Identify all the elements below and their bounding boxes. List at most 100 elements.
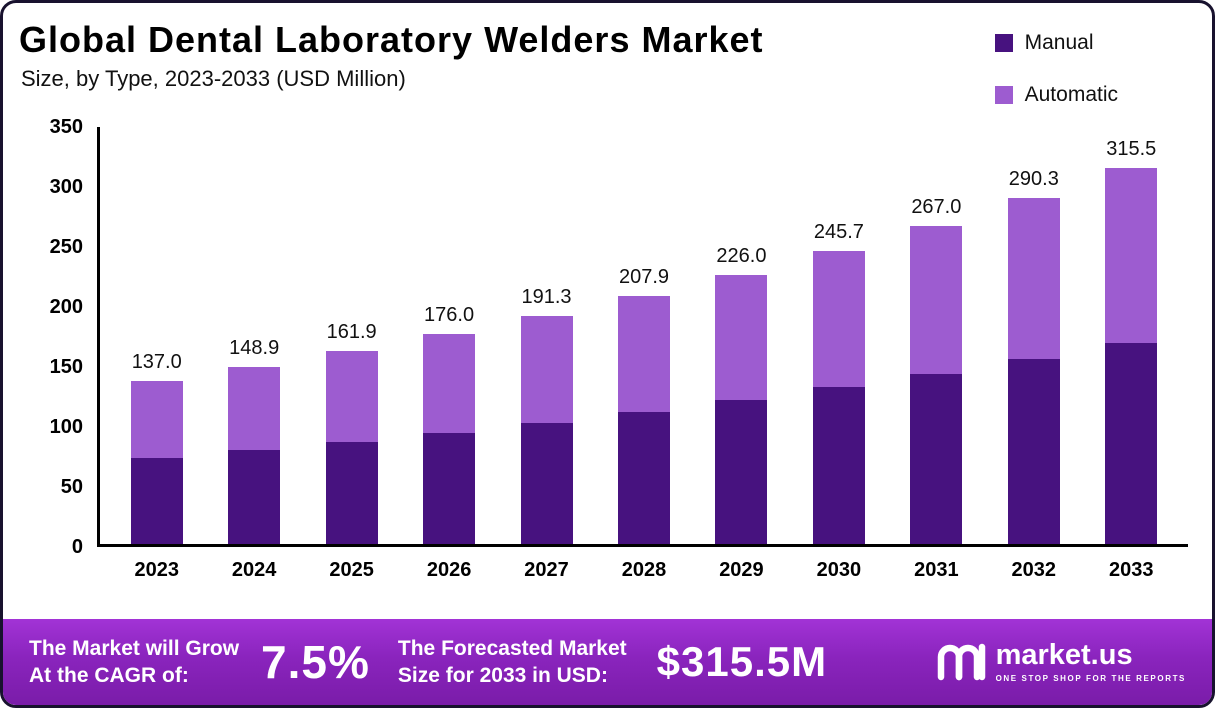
- x-tick-label: 2023: [134, 559, 179, 581]
- bar-segment-automatic: [423, 334, 476, 434]
- bar-segment-manual: [617, 412, 670, 544]
- x-tick-label: 2028: [621, 559, 667, 581]
- bar-segment-manual: [423, 433, 476, 544]
- legend-swatch-automatic-icon: [994, 86, 1013, 104]
- bar-group[interactable]: 161.9: [303, 127, 400, 544]
- chart-subtitle: Size, by Type, 2023-2033 (USD Million): [21, 66, 406, 92]
- x-tick-label: 2031: [914, 559, 959, 581]
- bar-group[interactable]: 207.9: [595, 127, 692, 544]
- bar-group[interactable]: 315.5: [1083, 127, 1180, 544]
- bar-segment-automatic: [1105, 168, 1158, 344]
- chart-title: Global Dental Laboratory Welders Market: [19, 19, 764, 60]
- y-tick-label: 150: [49, 356, 83, 378]
- bar-segment-automatic: [520, 316, 573, 424]
- bar-total-label: 290.3: [1008, 168, 1059, 191]
- bar-total-label: 226.0: [716, 244, 767, 267]
- bar-total-label: 161.9: [326, 321, 377, 344]
- bar-stack: [1105, 168, 1158, 544]
- x-tick-label: 2027: [524, 559, 569, 581]
- bar-group[interactable]: 137.0: [108, 127, 205, 544]
- bar-group[interactable]: 245.7: [790, 127, 887, 544]
- forecast-label-line1: The Forecasted Market: [397, 636, 627, 660]
- title-block: Global Dental Laboratory Welders Market …: [19, 19, 764, 92]
- plot-area: 137.0 148.9 161.9 176.0 191.3 207.9 226.0 245.7…: [97, 127, 1188, 547]
- bar-stack: [910, 225, 963, 544]
- logo-tagline: ONE STOP SHOP FOR THE REPORTS: [995, 674, 1186, 683]
- bar-segment-automatic: [910, 225, 963, 374]
- logo-text: market.us: [995, 639, 1133, 671]
- bar-stack: [325, 351, 378, 544]
- bar-total-label: 245.7: [813, 221, 864, 244]
- bar-group[interactable]: 176.0: [400, 127, 497, 544]
- bar-stack: [130, 380, 183, 544]
- bar-total-label: 207.9: [618, 266, 670, 289]
- market-us-logo-icon: [937, 643, 985, 681]
- bar-group[interactable]: 267.0: [888, 127, 985, 544]
- bar-segment-manual: [1105, 343, 1158, 544]
- legend-item-manual[interactable]: Manual: [994, 31, 1118, 55]
- legend-label-automatic: Automatic: [1024, 83, 1118, 106]
- bar-stack: [715, 274, 768, 544]
- bar-segment-manual: [1007, 359, 1060, 544]
- bar-stack: [1007, 198, 1060, 544]
- legend-item-automatic[interactable]: Automatic: [994, 83, 1118, 107]
- y-tick-label: 100: [49, 416, 83, 438]
- bar-segment-manual: [715, 400, 768, 544]
- cagr-label: The Market will Grow At the CAGR of:: [29, 635, 239, 690]
- bar-total-label: 267.0: [911, 195, 962, 218]
- legend-label-manual: Manual: [1024, 31, 1094, 54]
- logo-text-block: market.us ONE STOP SHOP FOR THE REPORTS: [995, 639, 1186, 684]
- bar-group[interactable]: 226.0: [693, 127, 790, 544]
- bar-total-label: 176.0: [424, 304, 475, 327]
- cagr-value: 7.5%: [261, 636, 370, 688]
- bar-segment-manual: [910, 373, 963, 544]
- y-tick-label: 200: [49, 296, 83, 318]
- x-tick-label: 2026: [426, 559, 472, 581]
- x-axis-labels: 2023 2024 2025 2026 2027 2028 2029 2030 2031 2032…: [100, 547, 1188, 582]
- bar-segment-manual: [520, 423, 573, 544]
- x-tick-label: 2033: [1109, 559, 1154, 581]
- bar-segment-manual: [325, 442, 378, 544]
- bar-segment-automatic: [325, 351, 378, 443]
- forecast-label-line2: Size for 2033 in USD:: [397, 664, 608, 687]
- y-tick-label: 0: [71, 536, 83, 558]
- y-tick-label: 50: [60, 476, 83, 498]
- y-tick-label: 250: [49, 236, 83, 258]
- bar-total-label: 191.3: [521, 286, 572, 309]
- bar-segment-automatic: [715, 274, 768, 401]
- bar-stack: [423, 334, 476, 544]
- legend-swatch-manual-icon: [994, 34, 1013, 52]
- legend: Manual Automatic: [994, 19, 1188, 107]
- cagr-label-line2: At the CAGR of:: [29, 664, 189, 687]
- forecast-value: $315.5M: [656, 638, 828, 685]
- x-tick-label: 2024: [231, 559, 277, 581]
- cagr-label-line1: The Market will Grow: [29, 636, 240, 660]
- bar-segment-manual: [130, 458, 183, 544]
- plot-wrap: 0 50 100 150 200 250 300 350 137.0 148.9 161.9 176…: [19, 117, 1188, 557]
- bar-stack: [520, 316, 573, 544]
- y-axis: 0 50 100 150 200 250 300 350: [19, 117, 97, 557]
- bar-total-label: 137.0: [131, 350, 182, 373]
- bar-segment-manual: [812, 387, 865, 544]
- x-tick-label: 2029: [719, 559, 764, 581]
- y-tick-label: 350: [49, 116, 83, 138]
- bar-total-label: 315.5: [1106, 138, 1157, 161]
- bar-stack: [617, 296, 670, 544]
- bar-group[interactable]: 290.3: [985, 127, 1082, 544]
- market-us-logo[interactable]: market.us ONE STOP SHOP FOR THE REPORTS: [936, 641, 1186, 683]
- header-row: Global Dental Laboratory Welders Market …: [19, 19, 1188, 107]
- bar-group[interactable]: 148.9: [205, 127, 302, 544]
- footer-banner: The Market will Grow At the CAGR of: 7.5…: [3, 619, 1212, 705]
- bar-group[interactable]: 191.3: [498, 127, 595, 544]
- chart-section: Global Dental Laboratory Welders Market …: [3, 3, 1212, 619]
- bar-segment-automatic: [130, 380, 183, 459]
- x-tick-label: 2030: [816, 559, 862, 581]
- bar-segment-automatic: [1007, 198, 1060, 360]
- bar-segment-automatic: [617, 296, 670, 413]
- bar-stack: [812, 251, 865, 544]
- bar-stack: [228, 366, 281, 544]
- bar-segment-automatic: [228, 366, 281, 451]
- bar-segment-manual: [228, 450, 281, 544]
- bar-segment-automatic: [812, 251, 865, 388]
